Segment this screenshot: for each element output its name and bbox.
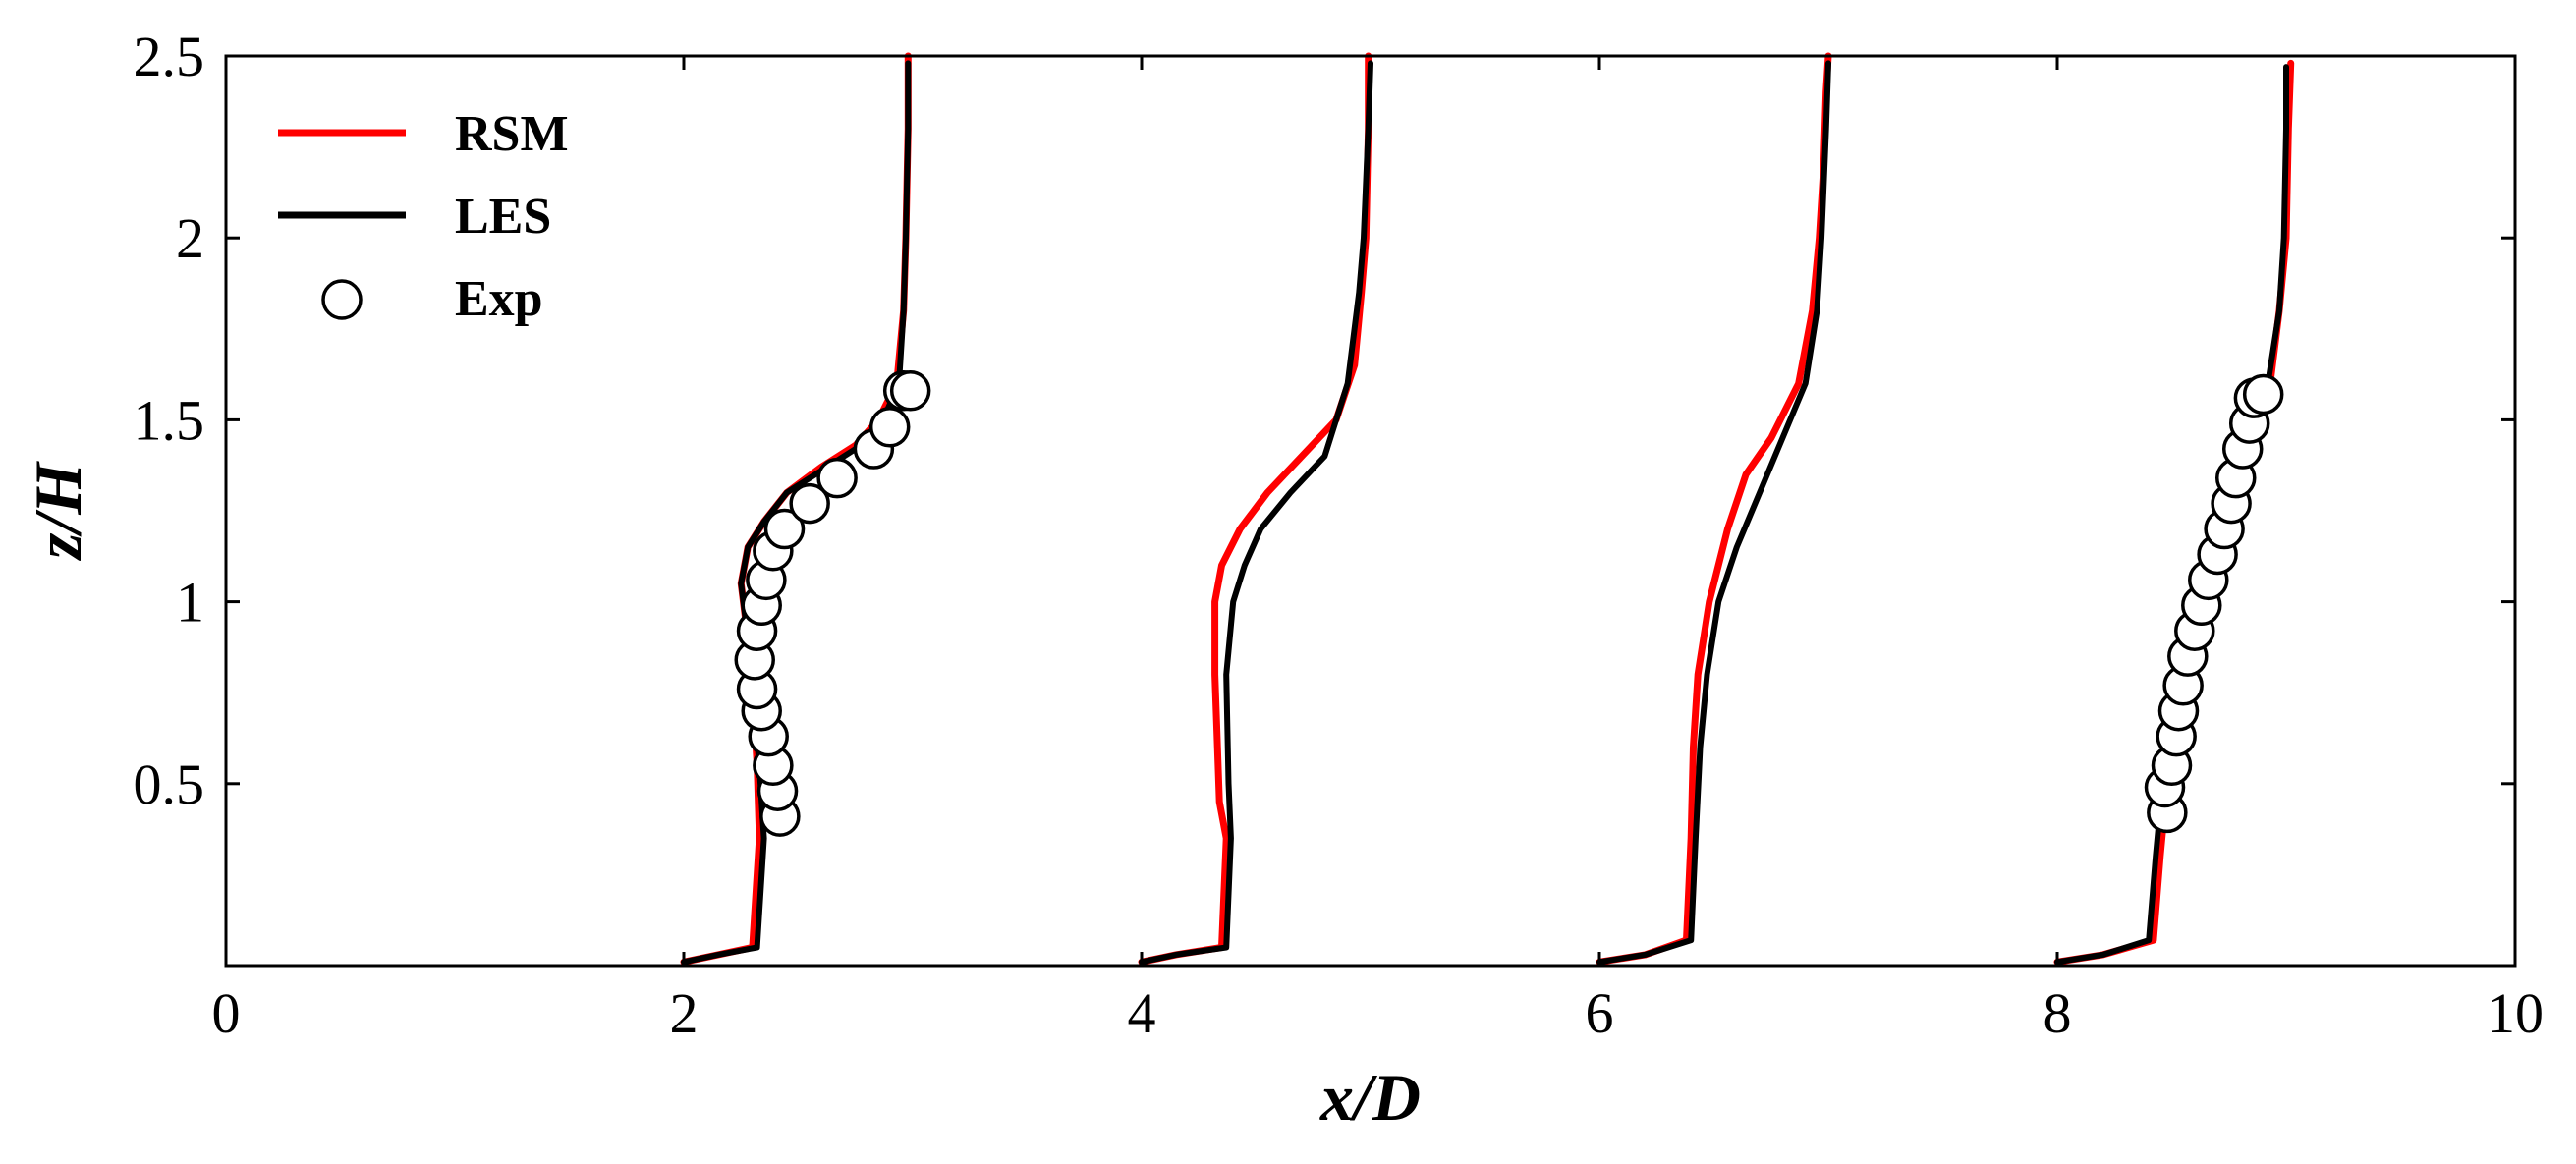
x-tick-label: 2	[670, 981, 699, 1045]
y-axis-title: z/H	[21, 461, 95, 561]
exp-marker	[889, 370, 931, 412]
exp-marker	[763, 508, 806, 550]
series-markers	[734, 370, 2284, 837]
axis-ticks: 0 2 4 6 8 10 0.5 1 1.5 2 2.5	[134, 25, 2545, 1045]
y-tick-label: 2	[176, 206, 204, 270]
x-axis-title: x/D	[1319, 1060, 1421, 1135]
series-line-les-profile-2	[1139, 60, 1373, 966]
y-tick-label: 0.5	[134, 752, 205, 816]
plot-frame	[224, 54, 2517, 968]
x-tick-label: 6	[1586, 981, 1614, 1045]
y-tick-label: 2.5	[134, 25, 205, 88]
series-line-les-profile-3	[1596, 60, 1831, 966]
y-tick-label: 1.5	[134, 388, 205, 452]
y-tick-label: 1	[176, 571, 204, 635]
legend-marker-exp	[321, 279, 363, 320]
exp-marker	[816, 457, 858, 499]
legend: RSM LES Exp	[278, 106, 569, 327]
x-tick-label: 8	[2044, 981, 2072, 1045]
legend-label-exp: Exp	[455, 271, 543, 327]
legend-label-rsm: RSM	[455, 106, 569, 162]
legend-label-les: LES	[455, 189, 551, 245]
exp-marker	[789, 482, 830, 525]
series-line-les-profile-1	[681, 60, 912, 966]
x-tick-label: 0	[212, 981, 241, 1045]
exp-marker	[2242, 373, 2284, 416]
series-lines	[680, 52, 2295, 966]
x-tick-label: 10	[2487, 981, 2544, 1045]
exp-marker	[868, 407, 911, 448]
x-tick-label: 4	[1128, 981, 1156, 1045]
